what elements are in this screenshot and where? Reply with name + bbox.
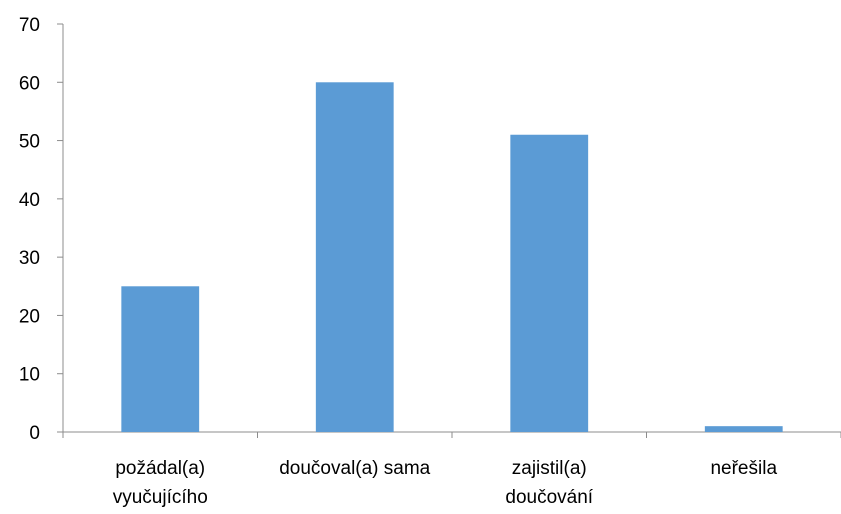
x-tick-label-line: doučoval(a) sama (279, 458, 430, 479)
x-tick-label-line: zajistil(a) (512, 458, 587, 479)
y-tick-label: 70 (19, 15, 40, 36)
x-tick-labels: požádal(a) vyučujícího doučoval(a) sama zaj… (113, 458, 778, 508)
x-tick-label-line: doučování (505, 487, 593, 508)
y-tick-label: 30 (19, 248, 40, 269)
y-tick-label: 40 (19, 190, 40, 211)
bar-2 (510, 134, 589, 432)
x-axis (62, 431, 841, 438)
y-tick-label: 50 (19, 132, 40, 153)
x-tick-label: neřešila (710, 458, 777, 479)
bars (121, 82, 783, 433)
y-tick-label: 60 (19, 73, 40, 94)
y-axis: 0 10 20 30 40 50 60 70 (19, 15, 64, 444)
x-tick-label-line: vyučujícího (113, 487, 208, 508)
x-tick-label-line: požádal(a) (115, 458, 205, 479)
y-tick-label: 0 (29, 423, 40, 444)
bar-3 (704, 426, 783, 432)
bar-1 (315, 82, 394, 433)
y-tick-label: 10 (19, 365, 40, 386)
x-tick-label: doučoval(a) sama (279, 458, 430, 479)
x-tick-label: zajistil(a) doučování (505, 458, 593, 508)
y-tick-label: 20 (19, 306, 40, 327)
x-tick-label: požádal(a) vyučujícího (113, 458, 208, 508)
bar-0 (121, 286, 200, 432)
x-tick-label-line: neřešila (710, 458, 777, 479)
